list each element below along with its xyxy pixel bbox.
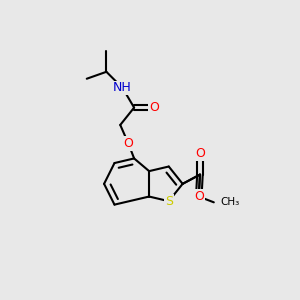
Text: CH₃: CH₃ — [221, 197, 240, 207]
Text: NH: NH — [113, 82, 132, 94]
Text: O: O — [149, 101, 159, 114]
Text: O: O — [194, 190, 204, 203]
Text: O: O — [195, 147, 205, 160]
Text: O: O — [123, 137, 133, 150]
Text: S: S — [165, 195, 173, 208]
